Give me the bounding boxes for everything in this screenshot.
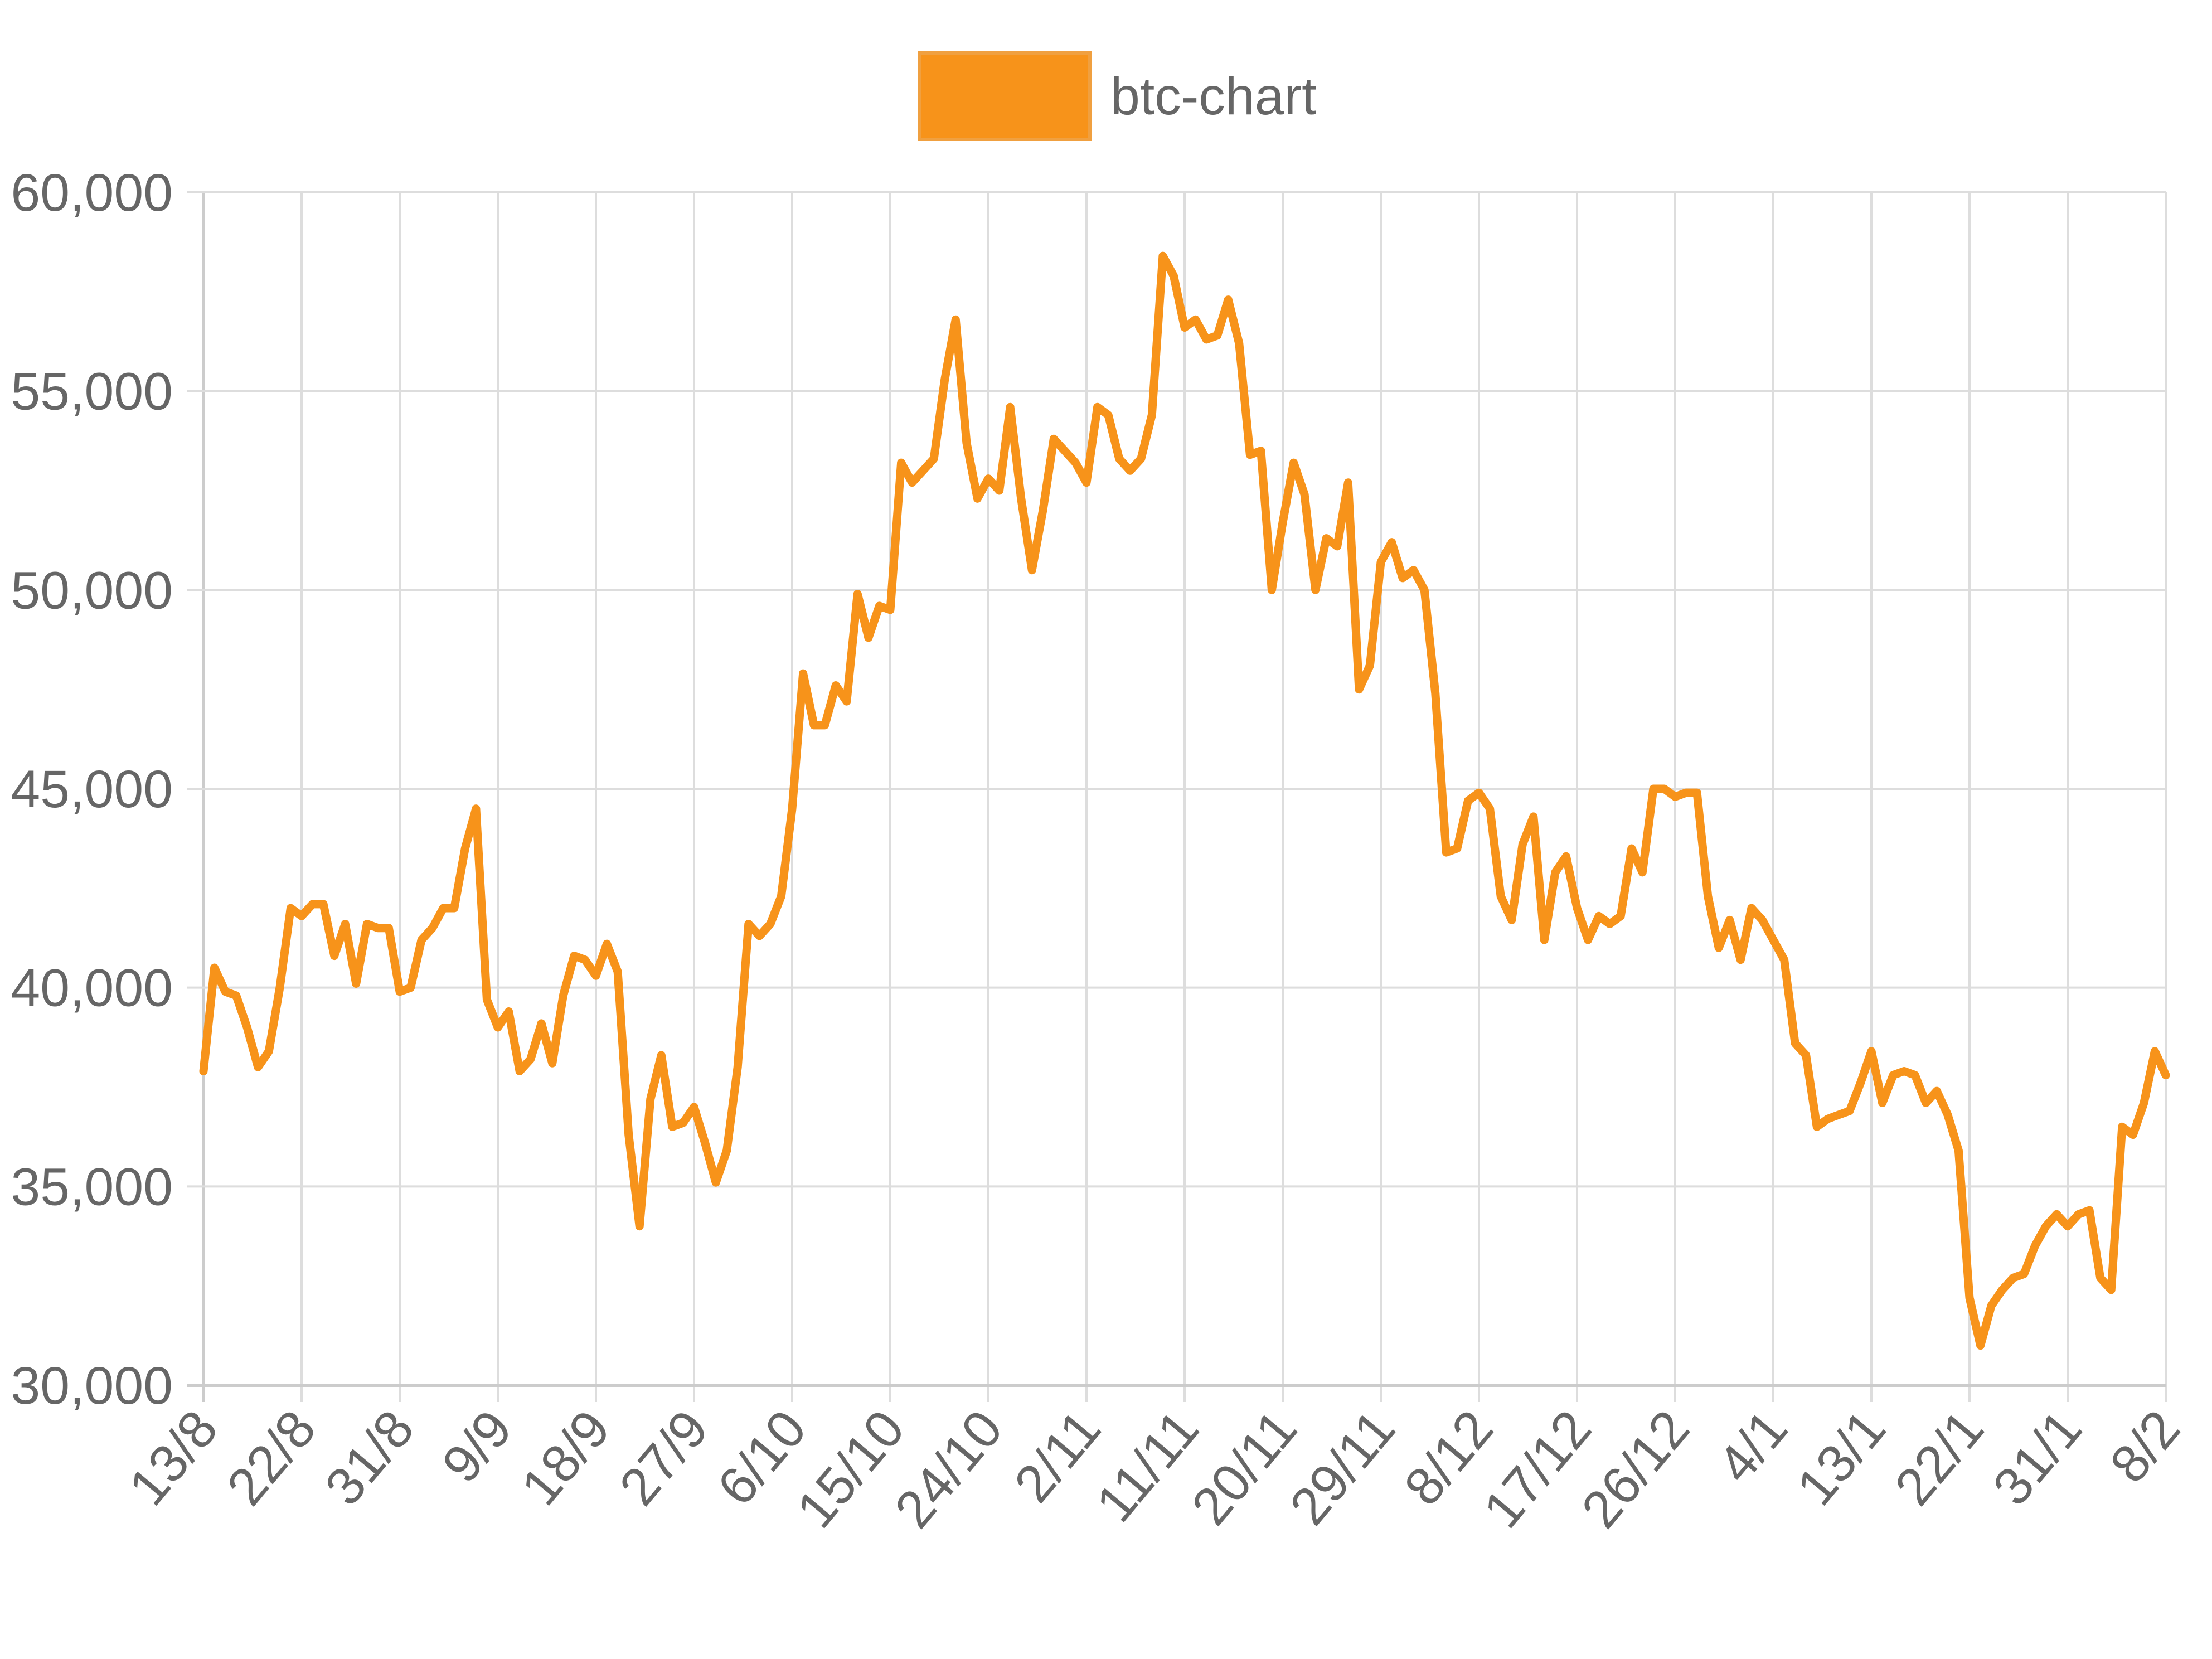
x-tick-label: 20/11 <box>1181 1399 1308 1536</box>
y-tick-label: 55,000 <box>11 362 173 421</box>
x-tick-label: 9/9 <box>431 1399 523 1493</box>
y-axis-tick-labels: 60,000 55,000 50,000 45,000 40,000 35,000 30,0… <box>11 163 173 1415</box>
x-tick-label: 22/1 <box>1884 1399 1995 1516</box>
x-tick-label: 17/12 <box>1472 1399 1603 1539</box>
x-tick-label: 27/9 <box>608 1399 720 1516</box>
legend-swatch <box>918 51 1092 141</box>
x-tick-label: 26/12 <box>1570 1399 1701 1539</box>
y-tick-label: 35,000 <box>11 1157 173 1216</box>
y-tick-label: 50,000 <box>11 561 173 620</box>
x-tick-label: 13/8 <box>118 1399 229 1516</box>
x-tick-label: 31/8 <box>314 1399 425 1516</box>
y-tick-label: 30,000 <box>11 1356 173 1415</box>
x-tick-label: 24/10 <box>884 1399 1014 1539</box>
legend-label: btc-chart <box>1110 67 1317 126</box>
x-tick-label: 11/11 <box>1085 1399 1210 1532</box>
series-line-btc-chart <box>199 251 2170 1350</box>
x-tick-label: 22/8 <box>216 1399 327 1516</box>
x-tick-label: 31/1 <box>1982 1399 2093 1516</box>
x-tick-label: 29/11 <box>1279 1399 1406 1536</box>
x-tick-label: 8/2 <box>2099 1399 2191 1493</box>
x-tick-label: 18/9 <box>510 1399 622 1516</box>
x-tick-label: 4/1 <box>1706 1399 1799 1493</box>
y-tick-label: 60,000 <box>11 163 173 222</box>
x-tick-label: 13/1 <box>1786 1399 1897 1516</box>
x-axis-tick-labels: 13/822/831/8 9/918/927/96/1015/1024/102/1… <box>118 1399 2191 1539</box>
vertical-gridlines <box>202 192 2167 1402</box>
horizontal-gridlines <box>187 191 2166 1387</box>
y-tick-label: 45,000 <box>11 760 173 819</box>
chart-legend[interactable]: btc-chart <box>918 51 1317 141</box>
y-tick-label: 40,000 <box>11 959 173 1018</box>
x-tick-label: 15/10 <box>785 1399 916 1539</box>
